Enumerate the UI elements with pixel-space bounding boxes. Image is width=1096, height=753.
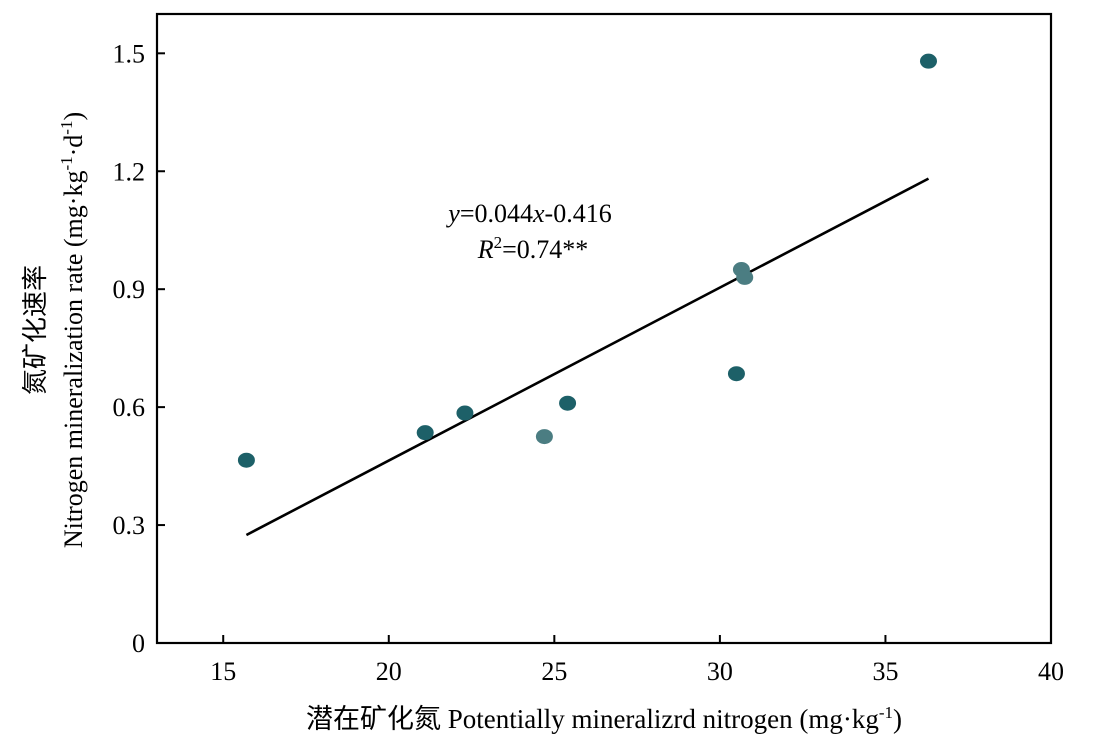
data-point [456,405,474,421]
data-point [736,269,754,285]
x-axis-label: 潜在矿化氮 Potentially mineralizrd nitrogen (… [306,703,902,734]
y-axis-label-en: Nitrogen mineralization rate (mg·kg-1·d-… [57,112,88,548]
x-tick-label: 40 [1038,657,1064,686]
x-tick-label: 35 [872,657,898,686]
y-tick-label: 0.9 [113,275,146,304]
regression-line [245,177,930,537]
x-tick-label: 25 [541,657,567,686]
y-tick-label: 0.3 [113,511,146,540]
r-squared-label: R2=0.74** [477,233,589,264]
y-tick-label: 0.6 [113,393,146,422]
ticks-layer: 15 20 25 30 35 40 0 0.3 0.6 0.9 1.2 1.5 [113,39,1065,686]
data-point [535,429,553,445]
data-point [559,395,577,411]
data-point [727,366,745,382]
y-tick-label: 1.2 [113,157,146,186]
points-layer [237,53,937,468]
data-point [919,53,937,69]
plot-frame [155,12,1053,645]
data-point [416,425,434,441]
regression-equation: y=0.044x-0.416 [445,199,611,228]
y-tick-label: 0 [132,629,145,658]
x-tick-label: 15 [210,657,236,686]
data-point [237,452,255,468]
x-tick-label: 30 [707,657,733,686]
y-tick-label: 1.5 [113,39,146,68]
y-axis-label-cn: 氮矿化速率 [21,265,50,395]
x-tick-label: 20 [376,657,402,686]
